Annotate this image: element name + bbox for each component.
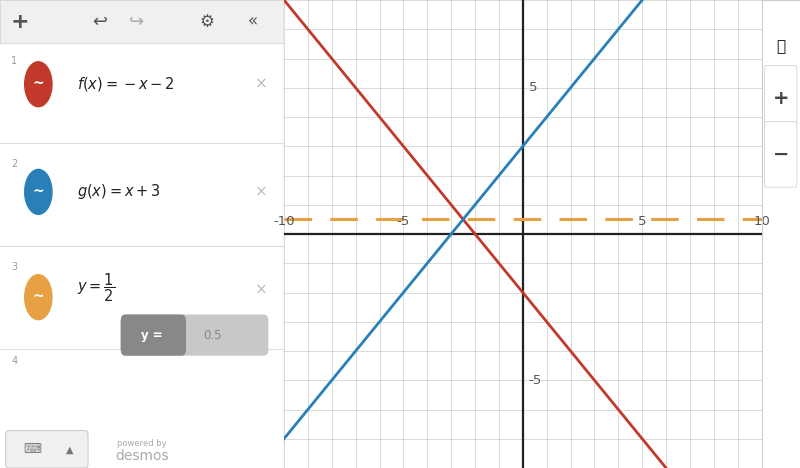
Text: ↩: ↩: [92, 13, 107, 30]
FancyBboxPatch shape: [765, 66, 797, 131]
Text: $g(x) = x + 3$: $g(x) = x + 3$: [77, 183, 161, 201]
Text: $f(x) = -x - 2$: $f(x) = -x - 2$: [77, 75, 174, 93]
Text: 5: 5: [529, 81, 538, 94]
Text: 10: 10: [753, 214, 770, 227]
Circle shape: [25, 62, 52, 107]
Text: y =: y =: [141, 329, 162, 342]
FancyBboxPatch shape: [121, 314, 268, 356]
Text: «: «: [248, 13, 258, 30]
Text: ×: ×: [255, 77, 268, 92]
Text: +: +: [10, 12, 29, 31]
Text: ×: ×: [255, 283, 268, 298]
Circle shape: [25, 275, 52, 320]
Text: ×: ×: [255, 184, 268, 199]
Text: +: +: [773, 89, 789, 108]
Text: ~: ~: [33, 290, 44, 304]
Text: ~: ~: [33, 185, 44, 199]
Text: 1: 1: [11, 56, 18, 66]
Text: 2: 2: [11, 159, 18, 169]
Text: $y = \dfrac{1}{2}$: $y = \dfrac{1}{2}$: [77, 271, 115, 304]
Text: 5: 5: [638, 214, 646, 227]
Text: -10: -10: [273, 214, 295, 227]
Text: -5: -5: [529, 374, 542, 387]
Text: powered by: powered by: [117, 439, 167, 448]
Text: desmos: desmos: [115, 449, 169, 463]
FancyBboxPatch shape: [121, 314, 186, 356]
FancyBboxPatch shape: [6, 431, 88, 468]
Text: -5: -5: [397, 214, 410, 227]
Text: 0.5: 0.5: [204, 329, 222, 342]
Text: ▲: ▲: [66, 444, 74, 454]
Text: 4: 4: [11, 356, 18, 366]
Text: ⚙: ⚙: [200, 13, 214, 30]
Text: ↪: ↪: [129, 13, 144, 30]
Bar: [0, 0, 284, 43]
Text: ~: ~: [33, 77, 44, 91]
FancyBboxPatch shape: [765, 122, 797, 187]
Text: ⌨: ⌨: [24, 443, 42, 456]
Circle shape: [25, 169, 52, 214]
Text: 🔧: 🔧: [776, 39, 786, 54]
Text: 3: 3: [11, 262, 18, 272]
Text: −: −: [773, 145, 789, 164]
